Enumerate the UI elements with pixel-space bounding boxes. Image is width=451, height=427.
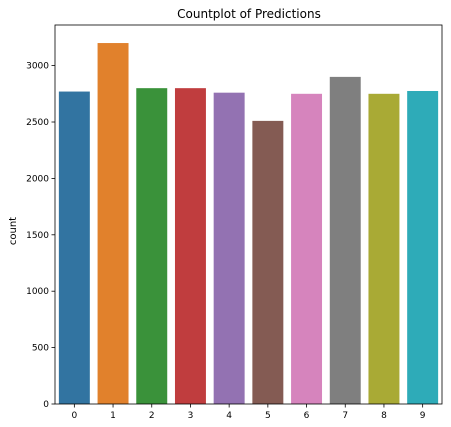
y-tick-label-0: 0 [43,400,49,410]
y-tick-label-2000: 2000 [26,174,49,184]
bar-5 [252,120,284,404]
bar-6 [291,93,323,404]
bar-1 [97,43,129,405]
x-tick-label-0: 0 [71,411,77,421]
x-tick-label-4: 4 [226,411,232,421]
bar-3 [174,88,206,405]
bar-9 [407,90,439,405]
plot-frame [54,24,443,405]
x-tick-label-3: 3 [188,411,194,421]
x-tick-label-5: 5 [265,411,271,421]
y-tick-label-1000: 1000 [26,287,49,297]
y-tick-label-3000: 3000 [26,62,49,72]
bar-2 [136,88,168,405]
bar-4 [213,92,245,404]
x-tick-label-8: 8 [381,411,387,421]
bar-0 [58,91,90,404]
x-tick-label-1: 1 [110,411,116,421]
bars-group [58,43,439,405]
x-tick-label-7: 7 [342,411,348,421]
bar-8 [368,93,400,404]
y-tick-label-2500: 2500 [26,118,49,128]
bar-7 [329,76,361,404]
y-tick-label-500: 500 [32,344,49,354]
y-tick-label-1500: 1500 [26,231,49,241]
x-tick-label-9: 9 [420,411,426,421]
y-ticks-group: 0 500 1000 1500 2000 2500 3000 [26,62,55,410]
chart-title: Countplot of Predictions [177,7,321,21]
y-axis-label: count [8,217,19,245]
x-tick-label-6: 6 [304,411,310,421]
x-ticks-group: 0 1 2 3 4 5 6 7 8 9 [71,404,426,421]
x-tick-label-2: 2 [149,411,155,421]
